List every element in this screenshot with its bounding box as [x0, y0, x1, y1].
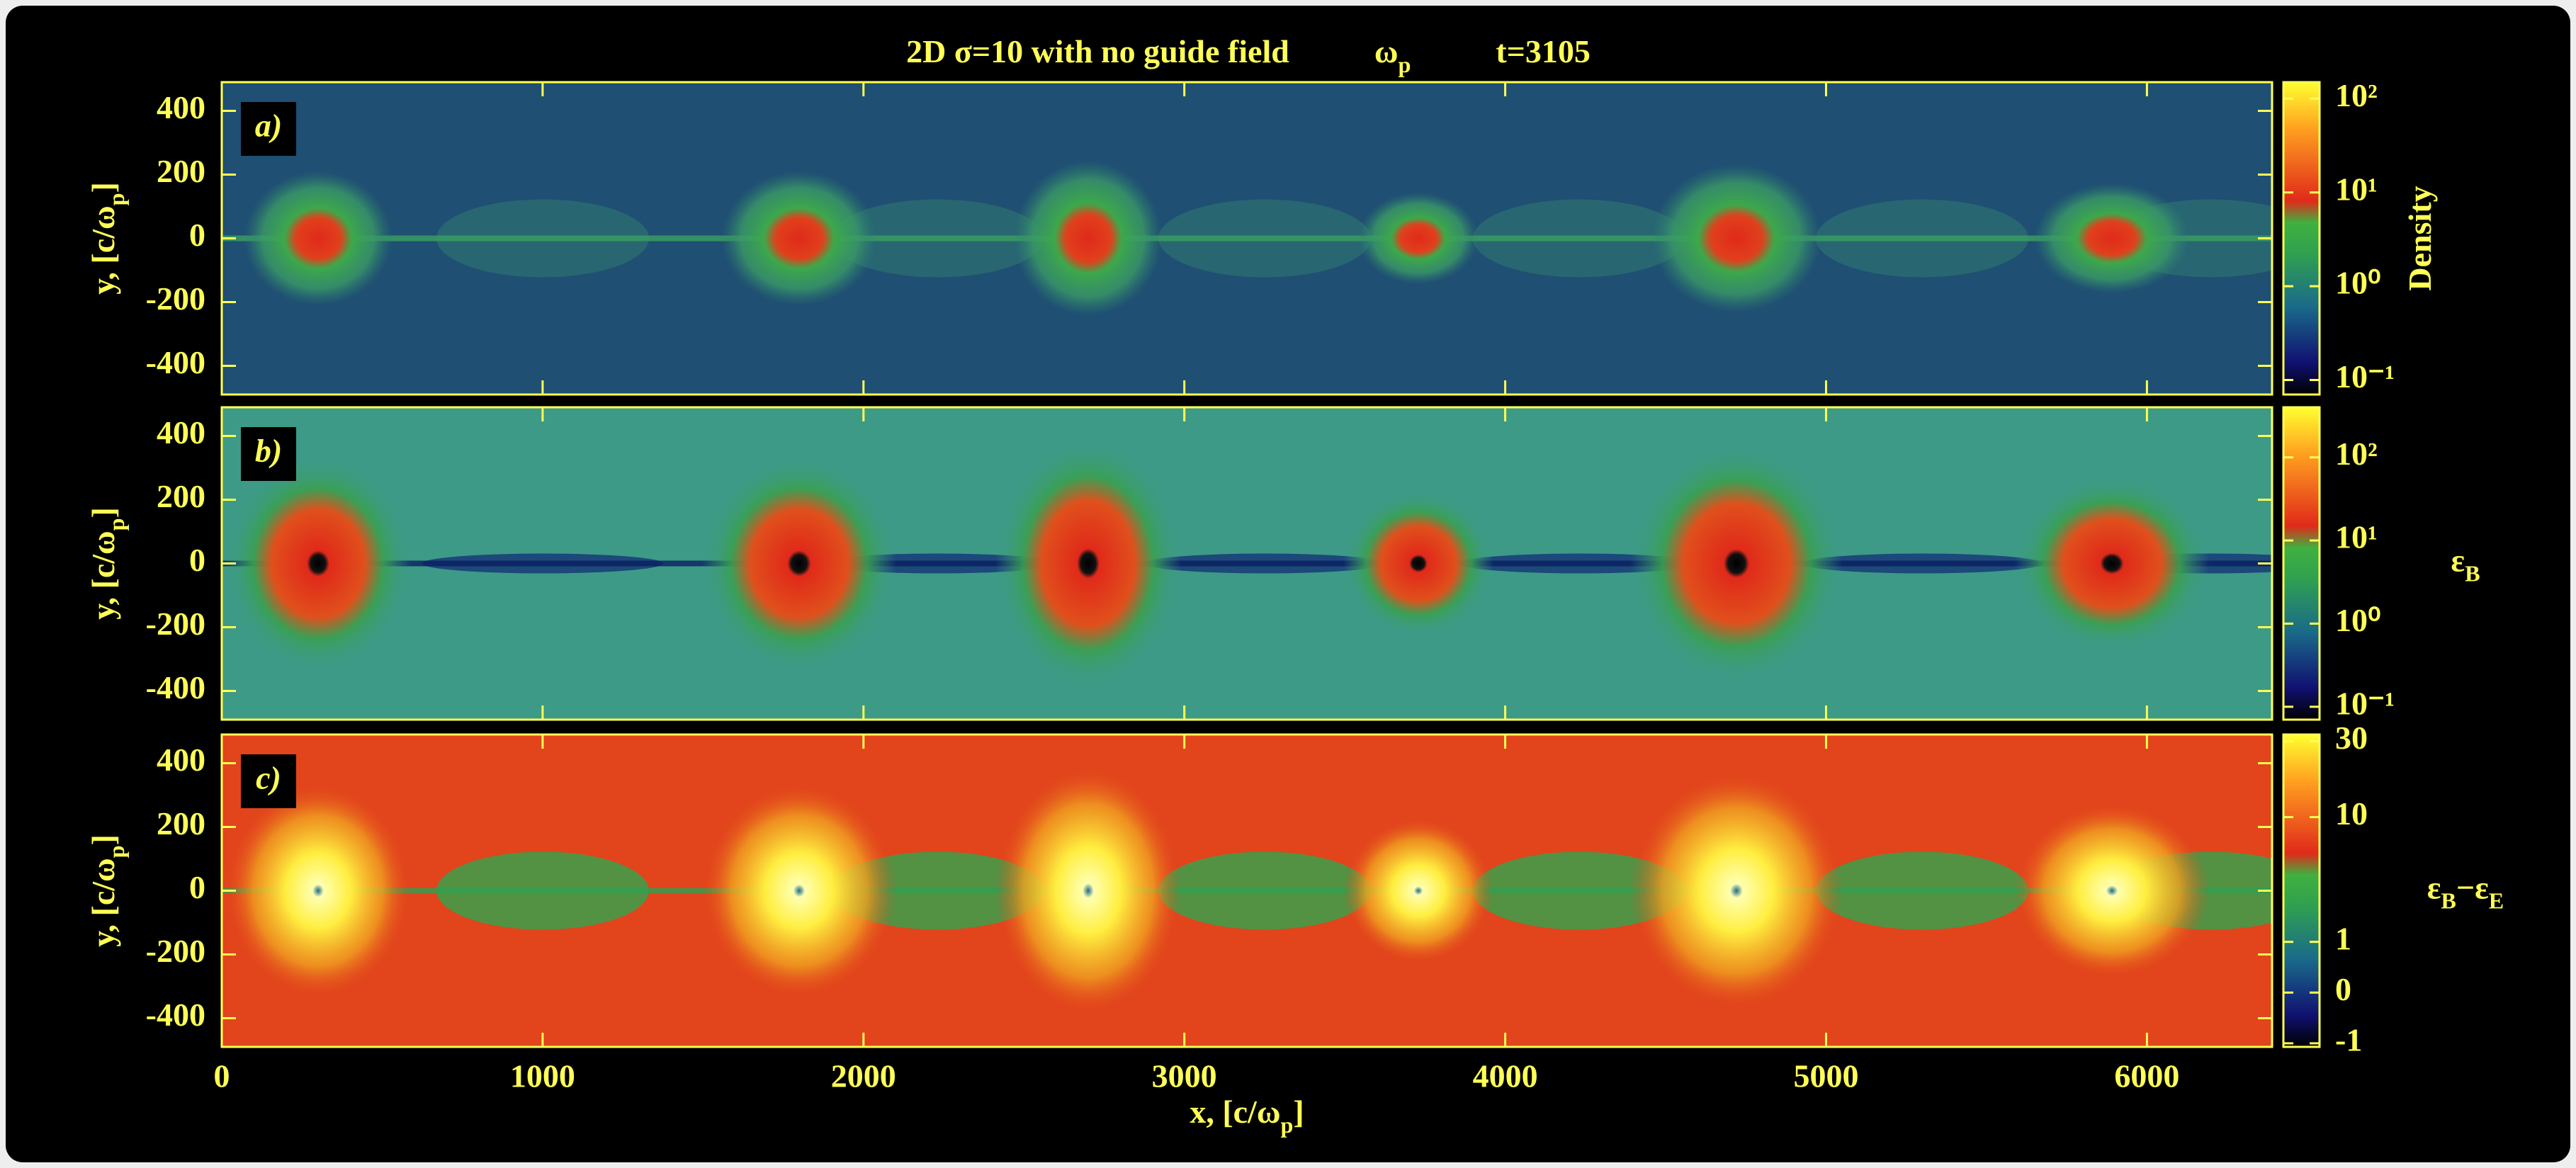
page: 2D σ=10 with no guide fieldωpt=3105a)-40… — [0, 0, 2576, 1168]
text-part: ] — [85, 507, 121, 518]
subscript: p — [103, 518, 129, 531]
colorbar-tick-label: 10 — [2335, 795, 2368, 832]
y-tick-label: 400 — [157, 742, 205, 778]
plasmoid — [1630, 445, 1843, 683]
plasmoid — [2015, 475, 2210, 652]
colorbar-tick-label: 10¹ — [2335, 519, 2378, 555]
text-part: x, [c/ω — [1190, 1094, 1280, 1130]
colorbar-tick-label: 10⁻¹ — [2335, 358, 2395, 395]
heatmap-image — [222, 82, 2317, 395]
plasmoid — [702, 783, 897, 999]
plasmoid — [1358, 193, 1479, 285]
colorbar-tick-label: 10⁻¹ — [2335, 685, 2395, 721]
text-part: −ε — [2456, 869, 2489, 905]
heatmap-image — [222, 407, 2332, 720]
x-tick-label: 1000 — [510, 1058, 575, 1094]
text-part: ω — [1374, 33, 1399, 69]
text-part: 2D σ=10 with no guide field — [906, 33, 1289, 69]
subscript: p — [1398, 52, 1411, 77]
plasmoid — [225, 783, 412, 999]
colorbar — [2283, 735, 2320, 1047]
colorbar-tick-label: 1 — [2335, 920, 2351, 956]
colorbar-tick-label: 10¹ — [2335, 171, 2378, 207]
plasmoid — [1343, 817, 1494, 965]
subscript: p — [103, 193, 129, 205]
y-tick-label: 0 — [189, 542, 205, 578]
panel-label: c) — [256, 760, 281, 796]
x-tick-label: 3000 — [1152, 1058, 1217, 1094]
colorbar-tick-label: 10² — [2335, 436, 2378, 472]
y-tick-label: -400 — [146, 344, 205, 380]
subscript: p — [1280, 1112, 1293, 1138]
plasmoid — [244, 171, 392, 306]
text-part: ε — [2427, 869, 2441, 905]
y-tick-label: 0 — [189, 869, 205, 905]
text-part: y, [c/ω — [85, 858, 121, 947]
plasmoid — [1630, 772, 1843, 1010]
figure: 2D σ=10 with no guide fieldωpt=3105a)-40… — [0, 0, 2576, 1168]
panel-label: b) — [255, 433, 282, 469]
text-part: Density — [2402, 186, 2438, 290]
colorbar — [2283, 82, 2320, 395]
subscript: E — [2489, 888, 2504, 914]
x-tick-label: 4000 — [1473, 1058, 1538, 1094]
y-tick-label: 200 — [157, 153, 205, 189]
text-part: ε — [2451, 542, 2465, 578]
colorbar-tick-label: 10⁰ — [2335, 602, 2380, 638]
y-tick-label: 200 — [157, 805, 205, 841]
colorbar-tick-label: 10² — [2335, 77, 2378, 113]
y-tick-label: -400 — [146, 997, 205, 1033]
plasmoid — [2015, 803, 2210, 980]
plasmoid — [225, 456, 412, 671]
y-tick-label: 200 — [157, 478, 205, 514]
y-tick-label: 400 — [157, 414, 205, 450]
plasmoid — [1014, 161, 1163, 317]
y-tick-label: -200 — [146, 280, 205, 317]
text-part: y, [c/ω — [85, 205, 121, 295]
text-part: ] — [85, 834, 121, 845]
plasmoid — [2034, 183, 2190, 294]
subscript: B — [2441, 888, 2456, 914]
colorbar — [2283, 407, 2320, 720]
heatmap-image — [222, 735, 2317, 1047]
y-tick-label: -200 — [146, 933, 205, 969]
panel-label: a) — [255, 108, 282, 144]
plasmoid — [702, 456, 897, 671]
colorbar-tick-label: 10⁰ — [2335, 265, 2380, 301]
x-tick-label: 0 — [214, 1058, 230, 1094]
y-tick-label: -200 — [146, 606, 205, 642]
y-tick-label: -400 — [146, 669, 205, 705]
subscript: p — [103, 845, 129, 858]
current-sheet — [222, 561, 2272, 567]
current-sheet — [222, 888, 2272, 894]
subscript: B — [2465, 561, 2480, 586]
x-tick-label: 6000 — [2114, 1058, 2179, 1094]
colorbar-label: Density — [2402, 186, 2438, 290]
y-tick-label: 0 — [189, 217, 205, 253]
text-part: y, [c/ω — [85, 531, 121, 620]
x-tick-label: 5000 — [1793, 1058, 1858, 1094]
colorbar-tick-label: 0 — [2335, 971, 2351, 1007]
plasmoid — [721, 171, 877, 306]
x-tick-label: 2000 — [831, 1058, 896, 1094]
plasmoid — [1651, 164, 1821, 313]
current-sheet — [222, 236, 2272, 242]
text-part: ] — [85, 182, 121, 193]
colorbar-tick-label: -1 — [2335, 1022, 2362, 1058]
text-part: ] — [1293, 1094, 1304, 1130]
colorbar-tick-label: 30 — [2335, 720, 2368, 756]
plasmoid — [1343, 490, 1494, 637]
plasmoid — [995, 766, 1182, 1016]
text-part: t=3105 — [1496, 33, 1591, 69]
plasmoid — [995, 439, 1182, 688]
y-tick-label: 400 — [157, 89, 205, 125]
